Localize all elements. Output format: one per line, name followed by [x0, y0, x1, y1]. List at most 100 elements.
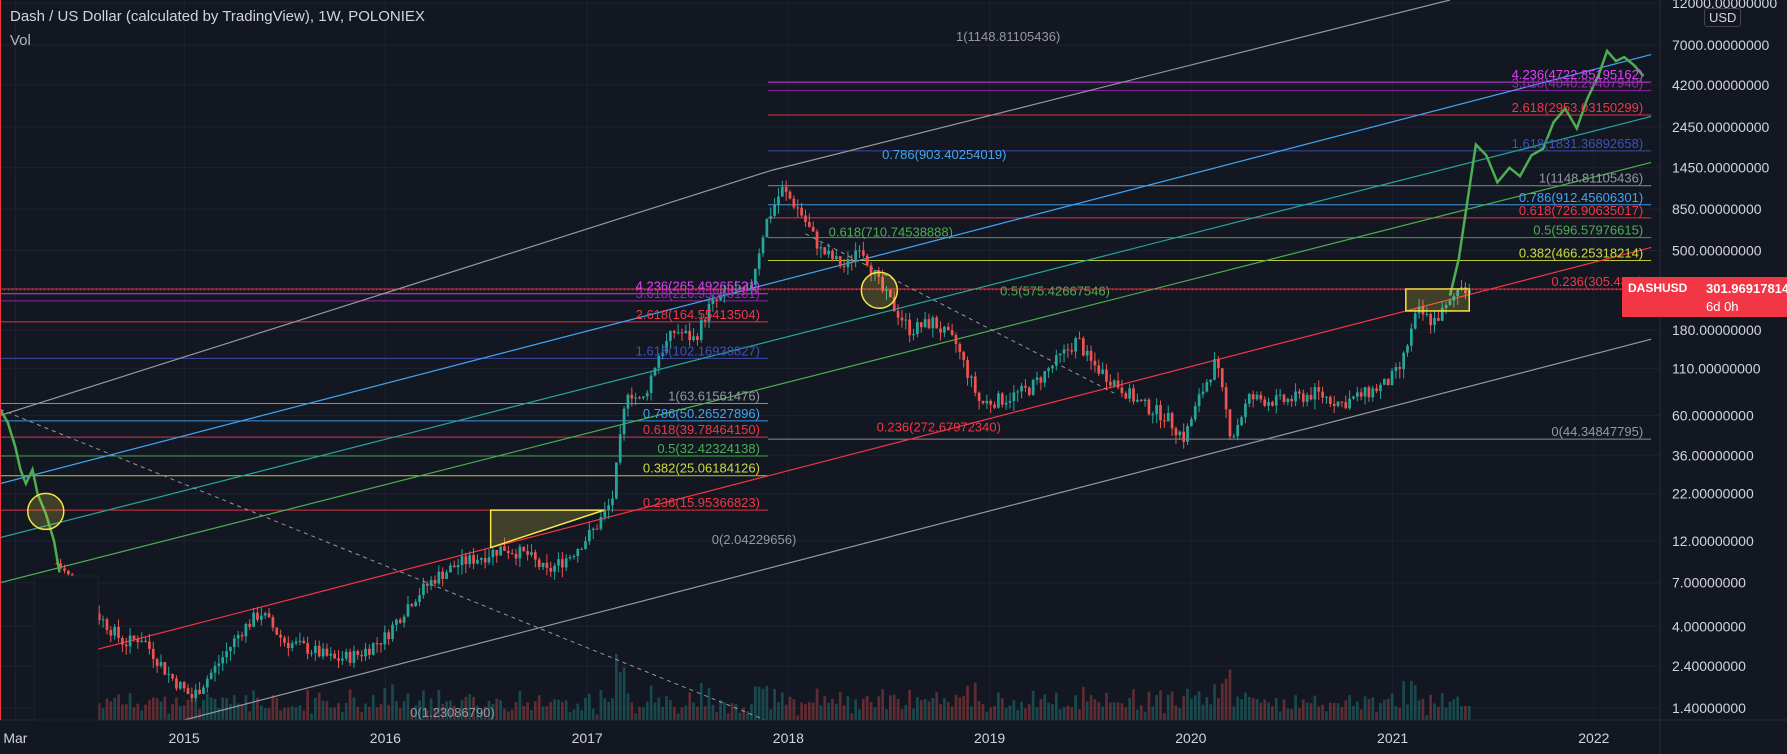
- highlight-circle[interactable]: [27, 492, 65, 531]
- candle-body: [1398, 367, 1402, 370]
- volume-bar: [279, 710, 282, 720]
- candle-body: [1301, 393, 1305, 402]
- fib-levels[interactable]: [0, 81, 1652, 511]
- candle-body: [746, 289, 749, 291]
- trend-channel-line[interactable]: [183, 338, 1652, 721]
- candle-body: [1066, 349, 1070, 351]
- trend-channel-line[interactable]: [56, 246, 1652, 661]
- volume-bar: [973, 682, 977, 720]
- volume-bar: [1309, 703, 1313, 720]
- volume-bar: [1035, 707, 1039, 720]
- candle-body: [356, 651, 360, 655]
- candle-body: [970, 376, 973, 378]
- volume-bar: [858, 709, 861, 720]
- volume-bar: [649, 685, 653, 720]
- volume-bar: [1417, 700, 1421, 720]
- candle-body: [1170, 413, 1174, 429]
- volume-bar: [1433, 703, 1436, 720]
- volume-bar: [645, 701, 649, 720]
- fib-level-label: 4.236(4722.85195162): [1512, 67, 1644, 82]
- volume-bar: [1174, 705, 1178, 720]
- volume-bar: [950, 706, 954, 720]
- left-edge-marker: [0, 0, 1, 720]
- candle-body: [1355, 392, 1359, 397]
- volume-bar: [977, 701, 981, 720]
- volume-bar: [387, 705, 391, 720]
- candle-body: [178, 682, 182, 689]
- fib-level-label: 0.5(32.42324138): [657, 441, 760, 456]
- volume-bar: [429, 698, 433, 720]
- fib-level-label: 1(63.61561476): [668, 389, 760, 404]
- candle-body: [1390, 371, 1394, 386]
- volume-bar: [784, 704, 788, 720]
- dashed-trend-line[interactable]: [0, 408, 766, 721]
- highlight-circle[interactable]: [860, 271, 899, 310]
- fib-extension-label: 0.618(710.74538888): [829, 224, 953, 239]
- volume-bar: [1263, 699, 1267, 720]
- volume-bar: [807, 702, 811, 720]
- candle-body: [958, 344, 962, 352]
- candle-body: [518, 546, 522, 559]
- trend-channel-line[interactable]: [771, 0, 1451, 171]
- volume-bar: [148, 700, 151, 720]
- volume-bar: [406, 693, 410, 720]
- y-tick-label: 12.00000000: [1672, 533, 1754, 549]
- candle-body: [997, 393, 1000, 408]
- candle-body: [387, 632, 391, 640]
- fib-level-label: 3.618(226.93888181): [636, 286, 760, 301]
- candle-body: [379, 643, 383, 645]
- trend-channel-line[interactable]: [0, 53, 1652, 485]
- volume-bar: [1197, 691, 1201, 720]
- candle-body: [1000, 393, 1004, 405]
- volume-bar: [317, 692, 321, 720]
- candle-body: [1309, 394, 1313, 400]
- y-tick-label: 850.00000000: [1672, 201, 1762, 217]
- volume-bar: [1128, 697, 1131, 720]
- volume-bar: [1062, 707, 1066, 720]
- currency-button[interactable]: USD: [1704, 8, 1742, 27]
- candle-body: [155, 659, 159, 666]
- candle-body: [368, 648, 371, 655]
- x-tick-label: Mar: [3, 730, 27, 746]
- volume-bar: [1047, 702, 1050, 720]
- volume-bar: [514, 702, 518, 720]
- volume-bar: [383, 688, 387, 720]
- volume-bar: [931, 697, 935, 720]
- volume-indicator-label[interactable]: Vol: [10, 32, 31, 49]
- volume-bar: [1058, 709, 1062, 720]
- volume-bar: [1078, 709, 1081, 720]
- volume-bar: [1321, 704, 1324, 720]
- volume-bar: [1163, 713, 1166, 720]
- volume-bar: [599, 689, 603, 720]
- volume-bar: [765, 685, 769, 720]
- candle-body: [935, 317, 939, 329]
- y-tick-label: 12000.00000000: [1672, 0, 1777, 11]
- volume-bar: [1301, 699, 1305, 720]
- channel-lines[interactable]: [0, 0, 1652, 721]
- volume-bar: [1097, 702, 1101, 720]
- candle-body: [1043, 371, 1047, 383]
- candle-body: [398, 619, 402, 623]
- volume-bar: [919, 700, 923, 720]
- candle-body: [1016, 391, 1020, 393]
- candle-body: [1101, 369, 1104, 374]
- highlight-marks[interactable]: [27, 271, 1470, 549]
- candle-body: [202, 687, 205, 694]
- volume-bar: [584, 697, 587, 720]
- trend-channel-line[interactable]: [0, 169, 772, 417]
- highlight-triangle[interactable]: [489, 509, 605, 549]
- volume-bar: [1074, 695, 1077, 720]
- candle-body: [325, 648, 329, 656]
- volume-bar: [217, 708, 221, 720]
- trend-channel-line[interactable]: [0, 115, 1652, 539]
- trend-channel-line[interactable]: [0, 161, 1652, 584]
- highlight-box[interactable]: [1405, 288, 1470, 312]
- candle-body: [433, 579, 437, 584]
- volume-bar: [1159, 690, 1162, 720]
- candle-body: [1278, 394, 1282, 396]
- candle-body: [271, 617, 275, 628]
- volume-bar: [1043, 694, 1047, 720]
- volume-bar: [263, 708, 267, 720]
- candle-body: [1147, 399, 1151, 415]
